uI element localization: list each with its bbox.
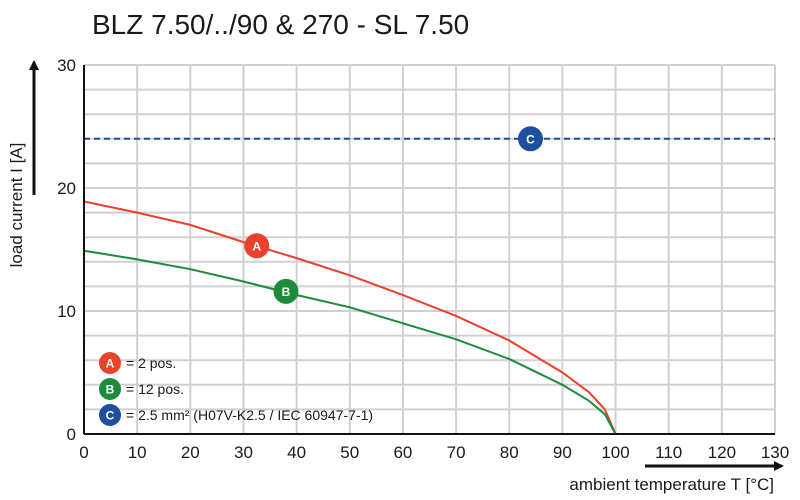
series-marker-c bbox=[517, 126, 543, 152]
y-tick-label: 0 bbox=[67, 425, 76, 444]
chart-title: BLZ 7.50/../90 & 270 - SL 7.50 bbox=[92, 9, 469, 40]
x-tick-label: 30 bbox=[234, 443, 253, 462]
series-marker-letter: A bbox=[252, 239, 261, 253]
x-tick-label: 110 bbox=[655, 443, 682, 462]
y-tick-label: 30 bbox=[57, 56, 76, 75]
x-axis-label: ambient temperature T [°C] bbox=[569, 475, 774, 494]
series-marker-letter: B bbox=[282, 285, 291, 299]
x-tick-label: 60 bbox=[393, 443, 412, 462]
x-tick-label: 70 bbox=[447, 443, 466, 462]
series-layer bbox=[83, 137, 775, 435]
y-tick-label: 10 bbox=[57, 302, 76, 321]
y-axis-label: load current I [A] bbox=[7, 143, 26, 268]
legend-marker-letter: A bbox=[106, 357, 115, 371]
series-markers: A B C bbox=[244, 126, 543, 304]
legend-text-c: = 2.5 mm² (H07V-K2.5 / IEC 60947-7-1) bbox=[126, 407, 373, 423]
legend: A = 2 pos. B = 12 pos. C = 2.5 mm² (H07V-K2.5… bbox=[99, 352, 373, 426]
x-tick-label: 80 bbox=[500, 443, 519, 462]
series-line-a bbox=[83, 200, 617, 435]
x-tick-label: 50 bbox=[340, 443, 359, 462]
axes bbox=[29, 60, 784, 471]
legend-text-a: = 2 pos. bbox=[126, 355, 176, 371]
legend-marker-letter: B bbox=[106, 383, 115, 397]
legend-marker-c bbox=[99, 404, 121, 426]
grid bbox=[84, 64, 776, 434]
x-tick-label: 100 bbox=[601, 443, 629, 462]
x-tick-label: 40 bbox=[287, 443, 306, 462]
x-tick-label: 0 bbox=[79, 443, 88, 462]
legend-marker-letter: C bbox=[106, 409, 115, 423]
x-tick-label: 90 bbox=[553, 443, 572, 462]
x-tick-label: 130 bbox=[761, 443, 789, 462]
x-tick-label: 120 bbox=[708, 443, 736, 462]
series-line-b bbox=[83, 249, 617, 435]
legend-marker-b bbox=[99, 378, 121, 400]
tick-labels: 0 10 20 30 40 50 60 70 80 90 100 110 120 130 0 10 20 30 bbox=[57, 56, 789, 462]
x-tick-label: 10 bbox=[128, 443, 147, 462]
y-tick-label: 20 bbox=[57, 179, 76, 198]
x-tick-label: 20 bbox=[181, 443, 200, 462]
legend-text-b: = 12 pos. bbox=[126, 381, 184, 397]
series-marker-a bbox=[244, 233, 270, 259]
legend-marker-a bbox=[99, 352, 121, 374]
series-marker-letter: C bbox=[526, 132, 535, 146]
series-marker-b bbox=[273, 278, 299, 304]
